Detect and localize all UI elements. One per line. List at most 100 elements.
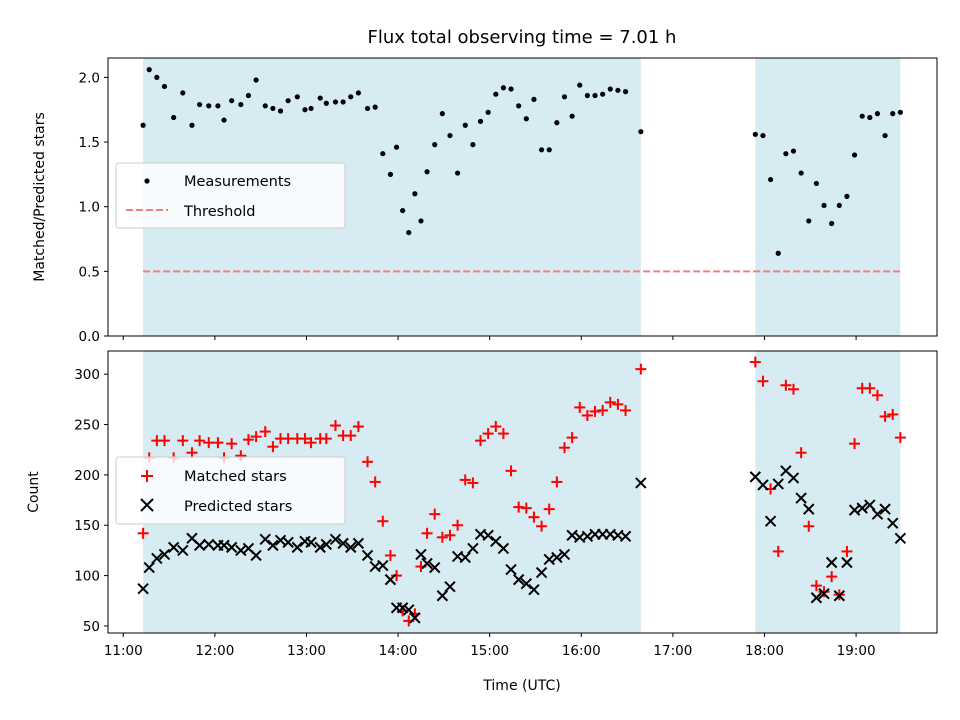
measurement-point xyxy=(600,91,606,97)
y-tick-label: 50 xyxy=(83,619,100,635)
matched-point xyxy=(475,435,487,447)
measurement-point xyxy=(277,108,284,114)
matched-point xyxy=(186,447,198,459)
measurement-point xyxy=(285,98,291,104)
x-axis-label: Time (UTC) xyxy=(482,678,560,694)
matched-point xyxy=(757,375,769,387)
measurement-point xyxy=(798,170,804,176)
measurement-point xyxy=(874,111,881,117)
measurement-point xyxy=(197,101,203,108)
measurement-point xyxy=(577,82,583,88)
matched-point xyxy=(566,432,578,444)
measurement-point xyxy=(500,85,507,91)
measurement-point xyxy=(767,176,774,183)
predicted-point xyxy=(459,551,471,564)
legend-matched-marker xyxy=(141,470,153,482)
measurement-point xyxy=(215,103,221,109)
predicted-point xyxy=(635,477,647,489)
matched-point xyxy=(826,571,838,583)
predicted-point xyxy=(764,515,777,527)
measurement-point xyxy=(355,90,361,96)
matched-point xyxy=(362,456,374,468)
measurement-point xyxy=(393,144,400,150)
observing-window-2 xyxy=(755,351,901,633)
y-tick-label: 250 xyxy=(74,418,100,434)
matched-point xyxy=(345,430,357,442)
ratio-y-axis-label: Matched/Predicted stars xyxy=(32,112,48,282)
legend-matched-label: Matched stars xyxy=(184,469,287,485)
legend-threshold-label: Threshold xyxy=(183,204,255,220)
measurement-point xyxy=(189,122,195,128)
matched-point xyxy=(810,580,822,592)
predicted-point xyxy=(856,502,868,514)
predicted-point xyxy=(377,559,389,572)
measurement-point xyxy=(418,218,424,224)
matched-point xyxy=(212,437,224,449)
measurement-point xyxy=(477,118,484,124)
x-tick-label: 18:00 xyxy=(745,643,784,659)
measurement-point xyxy=(412,191,418,197)
measurement-point xyxy=(332,99,339,105)
matched-point xyxy=(597,404,609,416)
matched-point xyxy=(887,408,899,420)
matched-point xyxy=(452,519,464,531)
predicted-point xyxy=(225,541,238,554)
predicted-point xyxy=(337,537,349,550)
measurement-point xyxy=(140,122,146,128)
predicted-point xyxy=(421,557,433,570)
matched-point xyxy=(528,511,540,523)
ratio-panel-axes: 0.0 0.5 1.0 1.5 2.0 xyxy=(79,70,857,345)
measurement-point xyxy=(245,92,252,99)
matched-point xyxy=(267,441,279,453)
matched-point xyxy=(620,404,632,416)
measurement-point xyxy=(829,220,835,227)
measurement-point xyxy=(546,147,552,153)
measurement-point xyxy=(890,111,896,117)
predicted-point xyxy=(151,552,163,565)
y-tick-label: 200 xyxy=(74,468,100,484)
legend-measurements-marker xyxy=(144,178,150,184)
predicted-point xyxy=(787,472,800,484)
predicted-point xyxy=(482,529,494,542)
measurement-point xyxy=(836,202,842,209)
matched-point xyxy=(818,586,830,598)
measurement-point xyxy=(206,103,212,109)
measurement-point xyxy=(554,120,560,126)
matched-point xyxy=(871,389,883,401)
measurement-point xyxy=(569,113,575,119)
y-tick-label: 2.0 xyxy=(79,70,100,86)
measurement-point xyxy=(323,100,329,106)
measurement-point xyxy=(470,142,476,148)
predicted-point xyxy=(291,541,304,554)
matched-point xyxy=(589,405,601,417)
predicted-point xyxy=(444,580,456,593)
measurement-point xyxy=(171,114,177,121)
matched-point xyxy=(795,447,807,459)
matched-point xyxy=(384,549,396,561)
predicted-point xyxy=(825,556,838,569)
measurement-point xyxy=(867,114,873,121)
measurement-point xyxy=(372,104,378,110)
measurement-point xyxy=(897,109,903,115)
measurement-point xyxy=(294,94,300,100)
measurement-point xyxy=(455,170,461,176)
y-tick-label: 0.5 xyxy=(79,264,100,280)
count-panel-axes: 50 100 150 200 250 300 11:00 12:00 13:00 14:00 15:… xyxy=(74,367,875,659)
measurement-point xyxy=(146,67,152,73)
matched-point xyxy=(543,503,555,515)
measurement-point xyxy=(229,98,235,104)
measurement-point xyxy=(317,95,323,101)
measurement-point xyxy=(561,94,568,100)
measurement-point xyxy=(821,202,827,209)
measurement-point xyxy=(790,148,797,154)
predicted-point xyxy=(864,499,876,511)
matched-point xyxy=(803,520,815,532)
matched-point xyxy=(536,520,548,532)
predicted-point xyxy=(259,533,271,546)
predicted-point xyxy=(795,492,807,504)
y-tick-label: 1.5 xyxy=(79,135,100,151)
matched-point xyxy=(520,502,532,514)
measurement-point xyxy=(813,180,819,187)
measurement-point xyxy=(262,103,268,109)
x-tick-label: 19:00 xyxy=(837,643,876,659)
